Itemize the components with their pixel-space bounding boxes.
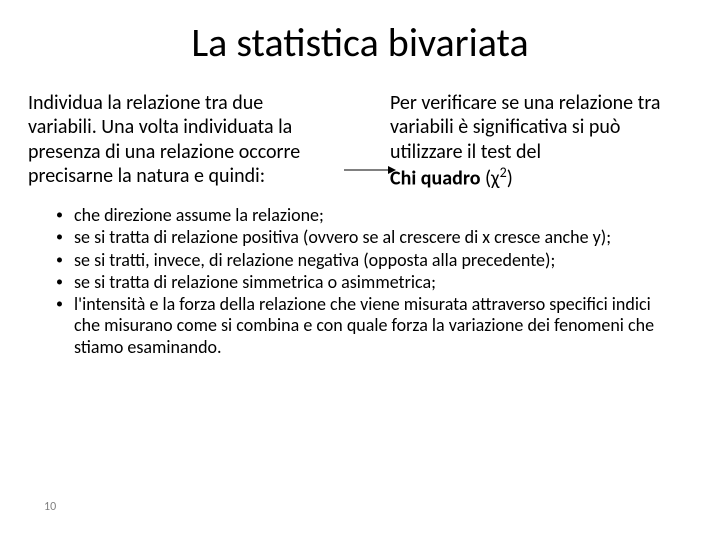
bullet-dot-icon: • — [56, 205, 74, 226]
bullet-dot-icon: • — [56, 227, 74, 248]
list-item: • che direzione assume la relazione; — [56, 205, 664, 226]
chi-symbol-close: ) — [507, 167, 513, 191]
arrow-icon — [342, 160, 402, 180]
bullet-text: se si tratti, invece, di relazione negat… — [74, 250, 664, 271]
chi-symbol-open: (χ — [480, 167, 499, 191]
bullet-dot-icon: • — [56, 250, 74, 271]
bullet-text: se si tratta di relazione positiva (ovve… — [74, 227, 664, 248]
left-paragraph: Individua la relazione tra due variabili… — [28, 91, 334, 191]
bullet-text: se si tratta di relazione simmetrica o a… — [74, 272, 664, 293]
bullet-dot-icon: • — [56, 294, 74, 358]
chi-exponent: 2 — [500, 164, 507, 181]
page-number: 10 — [44, 500, 56, 514]
list-item: • se si tratta di relazione simmetrica o… — [56, 272, 664, 293]
list-item: • se si tratti, invece, di relazione neg… — [56, 250, 664, 271]
chi-quadro-label: Chi quadro — [390, 167, 480, 191]
bullet-list: • che direzione assume la relazione; • s… — [0, 191, 720, 358]
bullet-text: l'intensità e la forza della relazione c… — [74, 294, 664, 358]
list-item: • l'intensità e la forza della relazione… — [56, 294, 664, 358]
right-text-1: Per verificare se una relazione tra vari… — [390, 91, 660, 164]
bullet-text: che direzione assume la relazione; — [74, 205, 664, 226]
slide-title: La statistica bivariata — [0, 0, 720, 75]
list-item: • se si tratta di relazione positiva (ov… — [56, 227, 664, 248]
bullet-dot-icon: • — [56, 272, 74, 293]
